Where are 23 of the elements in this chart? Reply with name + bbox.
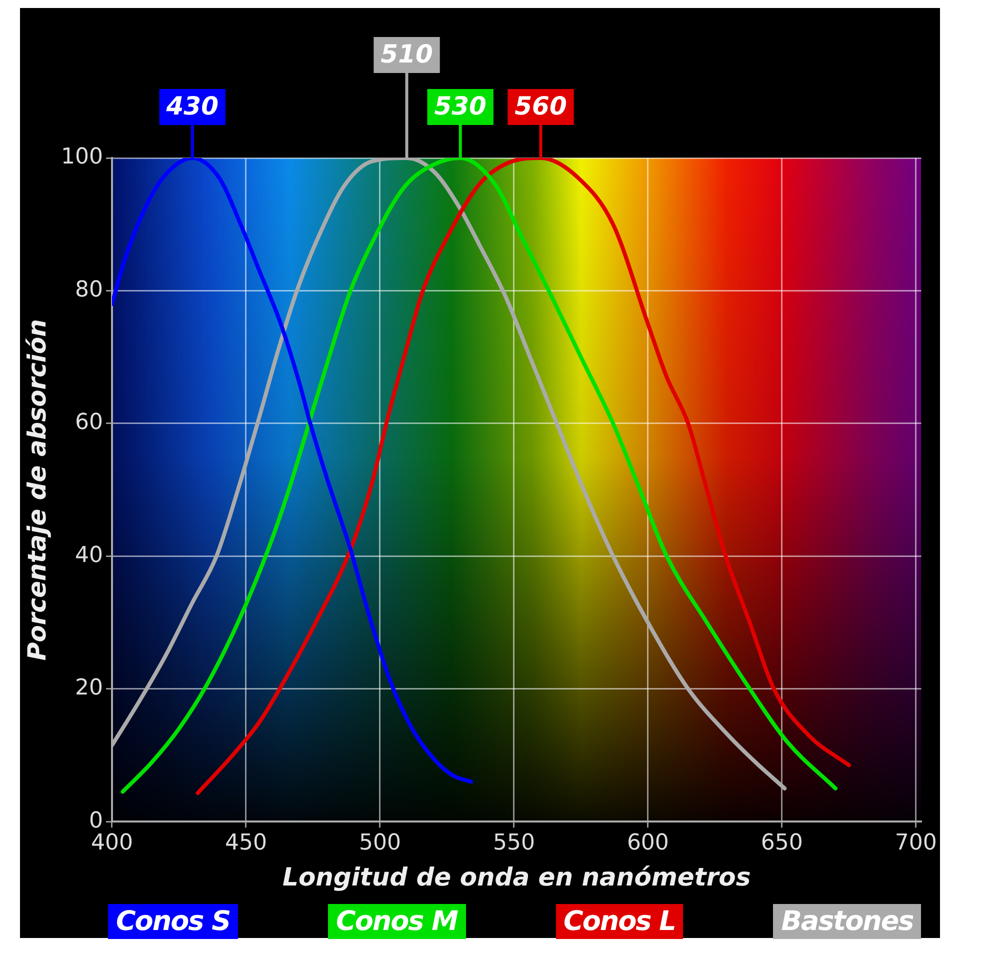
- x-tick-label: 550: [492, 830, 535, 856]
- x-tick-label: 450: [224, 830, 267, 856]
- y-axis-title: Porcentaje de absorción: [22, 319, 52, 661]
- text: Conos S: [108, 904, 238, 939]
- x-tick-label: 400: [90, 830, 133, 856]
- y-tick-label: 20: [74, 676, 103, 701]
- y-tick-label: 0: [88, 808, 103, 834]
- y-tick-label: 60: [74, 410, 103, 436]
- text: Bastones: [773, 904, 922, 939]
- y-tick-label: 80: [74, 277, 103, 302]
- annotation: 530: [434, 92, 486, 120]
- annotation: 430: [165, 92, 218, 120]
- x-tick-label: 650: [760, 830, 803, 856]
- x-tick-label: 600: [626, 830, 669, 856]
- annotation: 510: [380, 40, 433, 68]
- x-tick-label: 500: [358, 830, 401, 856]
- annotation: 560: [514, 92, 567, 120]
- text: Conos M: [328, 904, 466, 939]
- x-tick-label: 700: [894, 830, 937, 856]
- y-tick-label: 100: [60, 144, 103, 170]
- text: Conos L: [556, 904, 684, 939]
- y-tick-label: 40: [74, 542, 103, 568]
- x-axis-title: Longitud de onda en nanómetros: [282, 862, 751, 892]
